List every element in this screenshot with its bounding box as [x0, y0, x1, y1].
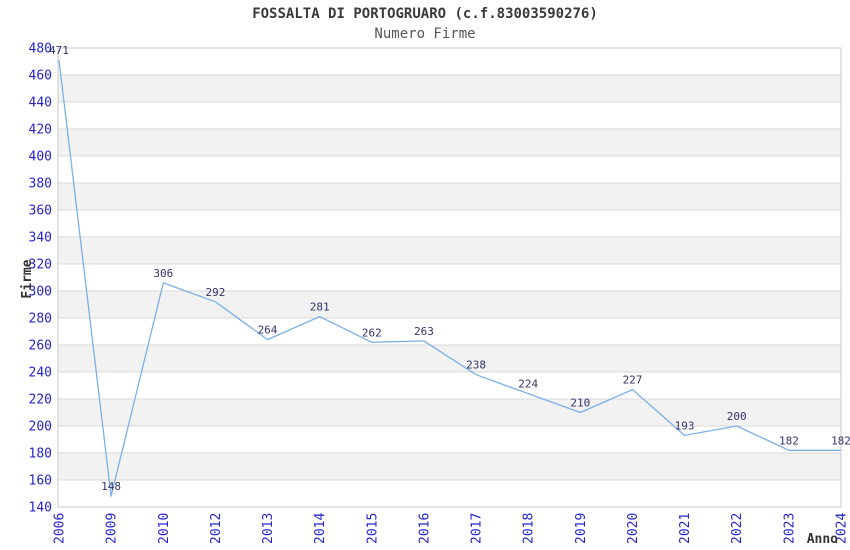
x-tick-label: 2018 [522, 513, 537, 544]
value-label: 263 [414, 325, 434, 338]
y-tick-label: 320 [29, 258, 52, 273]
x-tick-label: 2022 [730, 513, 745, 544]
x-axis-tick-labels: 2006 2009 2010 2012 2013 2014 2015 2016 2017 2018… [53, 513, 850, 544]
band [58, 399, 841, 426]
series-line [58, 60, 841, 497]
x-tick-label: 2020 [626, 513, 641, 544]
value-label: 264 [258, 324, 278, 337]
y-tick-label: 220 [29, 393, 52, 408]
y-tick-label: 340 [29, 231, 52, 246]
value-label: 306 [153, 267, 173, 280]
value-label: 200 [727, 410, 747, 423]
y-tick-label: 400 [29, 150, 52, 165]
plot-border [57, 47, 842, 508]
x-axis-title: Anno [807, 532, 838, 547]
value-label: 182 [779, 434, 799, 447]
y-tick-label: 280 [29, 312, 52, 327]
y-axis-title: Firme [20, 259, 35, 298]
value-labels: 471 148 306 292 264 281 262 263 238 224 210 227 193 2… [49, 44, 850, 493]
value-label: 471 [49, 44, 69, 57]
y-axis-tick-labels: 140 160 180 200 220 240 260 280 300 320 340 360 380 4… [29, 42, 52, 516]
x-tick-label: 2014 [313, 513, 328, 544]
x-tick-label: 2021 [678, 513, 693, 544]
y-tick-label: 360 [29, 204, 52, 219]
y-tick-label: 300 [29, 285, 52, 300]
x-tick-label: 2015 [365, 513, 380, 544]
y-tick-label: 440 [29, 96, 52, 111]
y-tick-label: 160 [29, 474, 52, 489]
band [58, 453, 841, 480]
value-label: 238 [466, 359, 486, 372]
band [58, 75, 841, 102]
x-tick-label: 2009 [105, 513, 120, 544]
y-tick-label: 460 [29, 69, 52, 84]
y-tick-label: 260 [29, 339, 52, 354]
x-tick-label: 2013 [261, 513, 276, 544]
y-tick-label: 380 [29, 177, 52, 192]
x-tick-label: 2012 [209, 513, 224, 544]
x-tick-label: 2006 [53, 513, 68, 544]
band [58, 183, 841, 210]
value-label: 281 [310, 301, 330, 314]
band [58, 129, 841, 156]
value-label: 224 [518, 378, 538, 391]
x-tick-label: 2017 [470, 513, 485, 544]
y-tick-label: 200 [29, 420, 52, 435]
x-tick-label: 2010 [157, 513, 172, 544]
y-tick-label: 240 [29, 366, 52, 381]
x-tick-label: 2019 [574, 513, 589, 544]
value-label: 227 [623, 374, 643, 387]
value-label: 210 [570, 397, 590, 410]
y-tick-label: 480 [29, 42, 52, 57]
x-tick-label: 2016 [417, 513, 432, 544]
value-label: 148 [101, 480, 121, 493]
y-tick-label: 180 [29, 447, 52, 462]
plot-background [58, 48, 841, 507]
x-tick-label: 2023 [782, 513, 797, 544]
band [58, 237, 841, 264]
x-tick-label: 2024 [835, 513, 850, 544]
background-bands [58, 75, 841, 480]
y-tick-label: 140 [29, 501, 52, 516]
band [58, 345, 841, 372]
value-label: 182 [831, 434, 850, 447]
chart-title: FOSSALTA DI PORTOGRUARO (c.f.83003590276… [252, 6, 598, 22]
value-label: 193 [675, 419, 695, 432]
y-tick-label: 420 [29, 123, 52, 138]
value-label: 262 [362, 326, 382, 339]
value-label: 292 [205, 286, 225, 299]
chart-subtitle: Numero Firme [374, 26, 476, 42]
band [58, 291, 841, 318]
